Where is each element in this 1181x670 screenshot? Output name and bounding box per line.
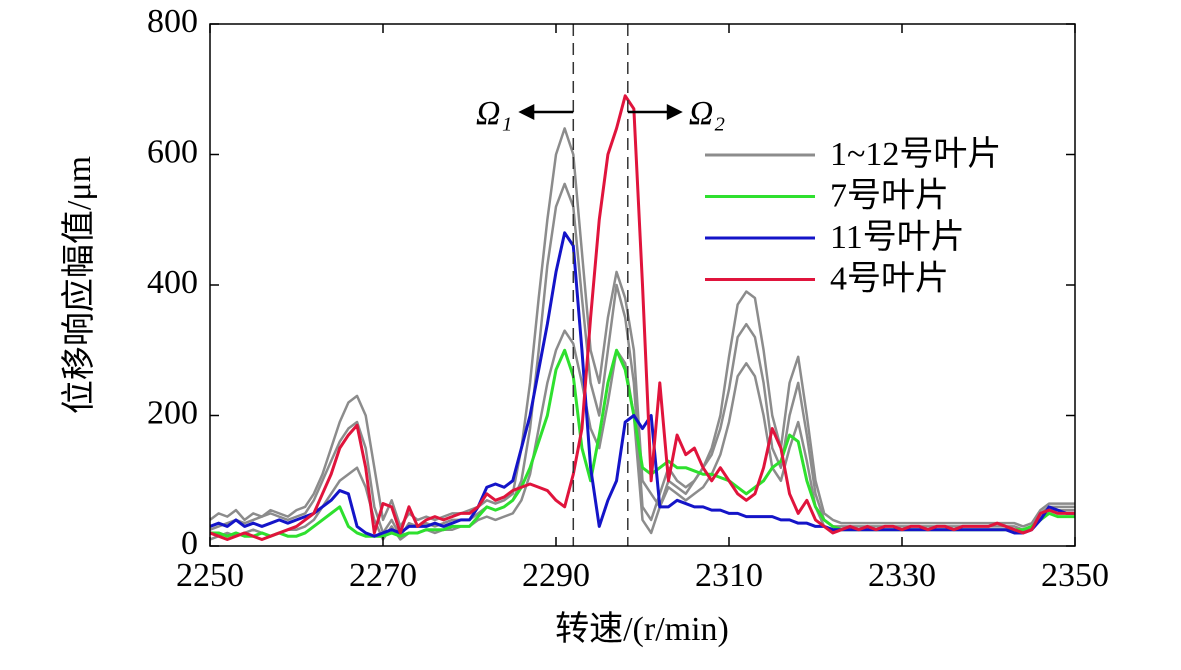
y-tick-label: 600 bbox=[147, 133, 198, 170]
x-tick-label: 2290 bbox=[522, 557, 590, 594]
y-tick-label: 0 bbox=[181, 525, 198, 562]
x-tick-label: 2330 bbox=[868, 557, 936, 594]
legend-label: 4号叶片 bbox=[830, 259, 949, 297]
x-axis-label: 转速/(r/min) bbox=[555, 610, 729, 648]
x-tick-label: 2250 bbox=[176, 557, 244, 594]
marker-label: Ω₁ bbox=[476, 95, 512, 132]
x-tick-label: 2270 bbox=[349, 557, 417, 594]
marker-label: Ω₂ bbox=[689, 95, 725, 132]
legend-label: 1~12号叶片 bbox=[830, 135, 1001, 173]
legend-label: 7号叶片 bbox=[830, 176, 949, 214]
y-axis-label: 位移响应幅值/μm bbox=[60, 156, 98, 414]
legend-label: 11号叶片 bbox=[830, 218, 965, 256]
marker-arrowhead bbox=[518, 104, 535, 120]
y-tick-label: 800 bbox=[147, 3, 198, 40]
data-line bbox=[209, 127, 1075, 528]
data-line bbox=[209, 94, 1075, 541]
marker-arrowhead bbox=[666, 104, 683, 120]
x-tick-label: 2350 bbox=[1041, 557, 1109, 594]
x-tick-label: 2310 bbox=[695, 557, 763, 594]
y-tick-label: 200 bbox=[147, 394, 198, 431]
y-tick-label: 400 bbox=[147, 264, 198, 301]
